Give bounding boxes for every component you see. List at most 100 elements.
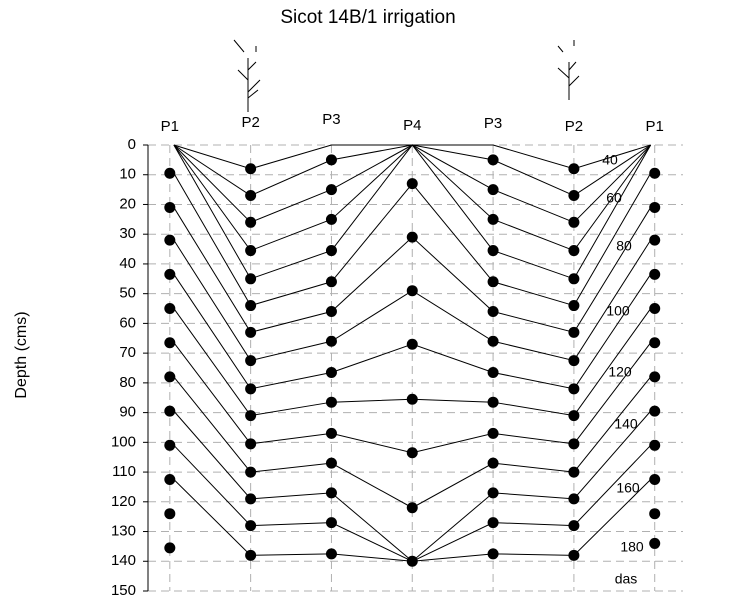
point <box>325 335 337 347</box>
point <box>325 154 337 166</box>
point <box>487 427 499 439</box>
contour-label: 80 <box>616 238 632 254</box>
point <box>325 213 337 225</box>
point <box>487 306 499 318</box>
y-axis-label: Depth (cms) <box>13 311 30 398</box>
point <box>245 520 257 532</box>
y-tick-label: 140 <box>111 552 136 569</box>
point <box>568 273 580 285</box>
point <box>406 555 418 567</box>
point <box>245 355 257 367</box>
y-tick-label: 110 <box>112 463 136 480</box>
point <box>245 438 257 450</box>
point <box>325 184 337 196</box>
y-tick-label: 150 <box>111 582 136 599</box>
contour-label: 160 <box>616 480 640 496</box>
point <box>406 178 418 190</box>
point <box>164 167 176 179</box>
point <box>406 231 418 243</box>
y-tick-label: 120 <box>111 493 136 510</box>
point <box>164 303 176 315</box>
plant-icon <box>233 39 580 112</box>
point <box>568 520 580 532</box>
point <box>649 268 661 280</box>
point <box>649 508 661 520</box>
point <box>164 234 176 246</box>
column-label: P1 <box>646 118 664 135</box>
point <box>487 276 499 288</box>
y-tick-label: 10 <box>119 166 136 183</box>
point <box>325 517 337 529</box>
point <box>245 326 257 338</box>
point <box>649 405 661 417</box>
point <box>487 366 499 378</box>
y-tick-label: 90 <box>119 404 136 421</box>
point <box>487 213 499 225</box>
point <box>164 201 176 213</box>
point <box>245 273 257 285</box>
point <box>245 493 257 505</box>
point <box>649 537 661 549</box>
point <box>325 548 337 560</box>
point <box>649 201 661 213</box>
point <box>245 300 257 312</box>
point <box>649 167 661 179</box>
contour-label: 120 <box>608 364 632 380</box>
contour-label: 180 <box>620 539 644 555</box>
point <box>487 335 499 347</box>
contour-label: 40 <box>602 152 618 168</box>
point <box>164 371 176 383</box>
point <box>245 466 257 478</box>
point <box>245 190 257 202</box>
point <box>245 245 257 257</box>
point <box>487 517 499 529</box>
point <box>245 549 257 561</box>
contour-label: 140 <box>614 416 638 432</box>
y-tick-label: 50 <box>119 285 136 302</box>
point <box>487 396 499 408</box>
point <box>245 163 257 175</box>
point <box>325 487 337 499</box>
point <box>487 154 499 166</box>
y-tick-label: 20 <box>119 195 136 212</box>
column-label: P4 <box>403 117 421 134</box>
point <box>568 300 580 312</box>
point <box>325 427 337 439</box>
chart-title: Sicot 14B/1 irrigation <box>280 7 455 28</box>
column-label: P3 <box>484 115 502 132</box>
point <box>164 508 176 520</box>
point <box>649 303 661 315</box>
y-tick-label: 30 <box>119 225 136 242</box>
point <box>164 439 176 451</box>
point <box>325 396 337 408</box>
point <box>164 337 176 349</box>
y-tick-label: 70 <box>119 344 136 361</box>
y-tick-label: 100 <box>111 433 136 450</box>
point <box>568 438 580 450</box>
point <box>568 216 580 228</box>
point <box>487 245 499 257</box>
point <box>568 383 580 395</box>
point <box>568 466 580 478</box>
contour-label: 60 <box>606 190 622 206</box>
column-label: P2 <box>241 114 259 131</box>
y-tick-label: 130 <box>111 523 136 540</box>
point <box>245 383 257 395</box>
y-tick-label: 0 <box>128 136 136 153</box>
point <box>325 276 337 288</box>
y-tick-label: 40 <box>119 255 136 272</box>
column-label: P1 <box>161 118 179 135</box>
point <box>325 245 337 257</box>
point <box>325 366 337 378</box>
point <box>568 355 580 367</box>
point <box>406 393 418 405</box>
point <box>245 216 257 228</box>
y-tick-label: 60 <box>119 314 136 331</box>
point <box>164 474 176 485</box>
point <box>245 410 257 422</box>
point <box>487 487 499 499</box>
point <box>487 184 499 196</box>
contour-label: das <box>615 571 638 587</box>
point <box>164 268 176 280</box>
column-label: P2 <box>565 118 583 135</box>
